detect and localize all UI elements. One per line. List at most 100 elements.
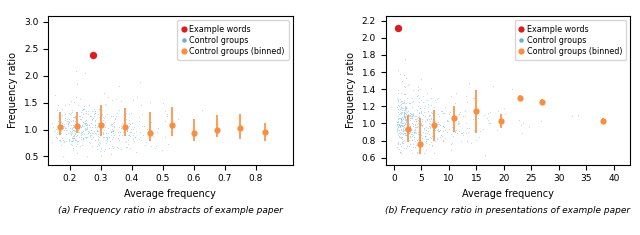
Point xyxy=(65,129,75,133)
Point xyxy=(97,112,107,116)
Point xyxy=(68,149,78,152)
Point xyxy=(67,136,77,140)
Point xyxy=(495,123,506,127)
Point xyxy=(393,110,403,114)
Point xyxy=(140,125,150,128)
Point xyxy=(90,109,100,113)
Point xyxy=(76,125,86,129)
Point xyxy=(114,125,124,129)
Point xyxy=(104,139,115,143)
Point xyxy=(392,122,403,126)
Point xyxy=(407,96,417,99)
Point xyxy=(410,123,420,127)
Point xyxy=(393,99,403,102)
Point xyxy=(97,115,108,119)
Point xyxy=(447,117,458,121)
Point xyxy=(76,125,86,129)
Point xyxy=(97,121,107,125)
Point xyxy=(396,118,406,122)
Point xyxy=(79,127,90,130)
Point xyxy=(94,108,104,111)
Point xyxy=(62,128,72,132)
Point xyxy=(78,129,88,133)
Point xyxy=(436,133,447,137)
Y-axis label: Frequency ratio: Frequency ratio xyxy=(346,52,356,129)
Point xyxy=(111,114,121,118)
Point xyxy=(142,127,152,130)
Point xyxy=(70,69,81,73)
Point xyxy=(417,113,428,117)
Point xyxy=(401,133,411,137)
Point xyxy=(417,123,427,127)
Point xyxy=(103,95,113,98)
Point xyxy=(89,112,99,116)
Point xyxy=(59,124,69,128)
Point xyxy=(75,97,85,101)
Point xyxy=(409,135,419,139)
Point xyxy=(392,69,403,72)
Point xyxy=(407,151,417,155)
Point xyxy=(403,109,413,113)
Point xyxy=(403,132,413,136)
Point xyxy=(129,135,140,139)
Point xyxy=(402,117,412,121)
Point xyxy=(68,118,78,122)
Point xyxy=(396,105,406,109)
Point xyxy=(412,117,422,121)
Point xyxy=(393,140,403,144)
Point xyxy=(413,124,423,128)
Point xyxy=(79,104,89,107)
Point xyxy=(456,131,467,135)
Point xyxy=(83,125,93,129)
Point xyxy=(403,112,413,115)
Point xyxy=(136,124,147,128)
Point xyxy=(397,121,407,125)
Point xyxy=(60,125,70,129)
Point xyxy=(104,135,115,139)
Point xyxy=(403,120,413,123)
Point xyxy=(567,114,577,118)
Point xyxy=(393,125,403,129)
Point xyxy=(395,117,405,120)
Point xyxy=(63,119,73,123)
Point xyxy=(448,120,458,123)
Point xyxy=(60,112,70,115)
Point xyxy=(73,128,83,132)
Point xyxy=(432,128,442,132)
Point xyxy=(398,127,408,131)
Point xyxy=(97,132,108,136)
Point xyxy=(67,139,77,143)
Point xyxy=(99,102,109,106)
Point xyxy=(435,123,445,126)
Point xyxy=(76,137,86,141)
Point xyxy=(86,121,96,125)
Point xyxy=(396,112,406,115)
Point xyxy=(54,138,64,142)
Point xyxy=(421,142,431,145)
Point xyxy=(60,122,70,126)
Point xyxy=(70,134,81,138)
Point xyxy=(69,116,79,120)
Point xyxy=(109,124,120,128)
Point xyxy=(396,145,406,148)
Point xyxy=(106,144,116,148)
Point xyxy=(129,126,139,129)
Point xyxy=(484,121,494,125)
Point xyxy=(395,97,405,101)
Point xyxy=(406,128,416,132)
Point xyxy=(446,133,456,136)
Point xyxy=(72,122,82,125)
Point xyxy=(70,137,80,141)
Point xyxy=(492,129,502,132)
Point xyxy=(445,110,456,114)
Point xyxy=(397,102,408,105)
Point xyxy=(426,137,436,140)
Point xyxy=(118,117,129,121)
Point xyxy=(401,120,411,124)
Point xyxy=(464,126,474,130)
Point xyxy=(408,112,419,116)
Point xyxy=(440,136,451,140)
Point xyxy=(394,150,404,154)
Point xyxy=(403,127,413,131)
Point xyxy=(439,125,449,129)
